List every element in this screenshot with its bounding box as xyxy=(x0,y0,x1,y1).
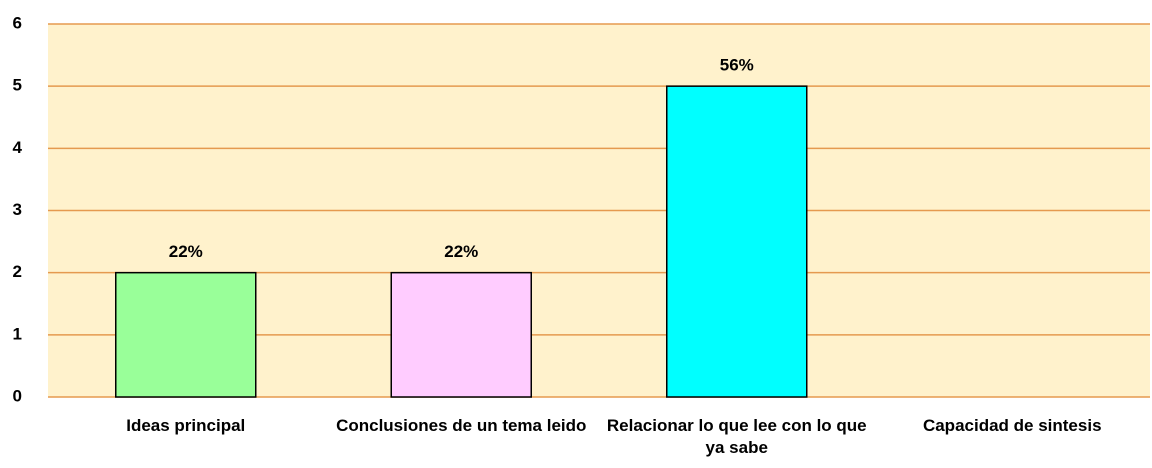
x-tick-label: Relacionar lo que lee con lo que ya sabe xyxy=(606,416,867,457)
bar xyxy=(390,271,532,398)
x-tick-label: Capacidad de sintesis xyxy=(922,416,1102,435)
value-label: 22% xyxy=(169,242,203,261)
y-tick-label: 4 xyxy=(13,138,23,157)
value-label: 56% xyxy=(720,56,754,75)
bar xyxy=(666,85,808,398)
y-tick-label: 6 xyxy=(13,13,22,32)
x-tick-label: Conclusiones de un tema leido xyxy=(336,416,587,435)
bar xyxy=(115,271,257,398)
y-tick-label: 3 xyxy=(13,200,22,219)
y-tick-label: 0 xyxy=(13,386,22,405)
x-tick-label: Ideas principal xyxy=(126,416,246,435)
y-tick-label: 2 xyxy=(13,262,22,281)
y-tick-label: 1 xyxy=(13,324,22,343)
value-label: 22% xyxy=(444,242,478,261)
y-tick-label: 5 xyxy=(13,76,22,95)
